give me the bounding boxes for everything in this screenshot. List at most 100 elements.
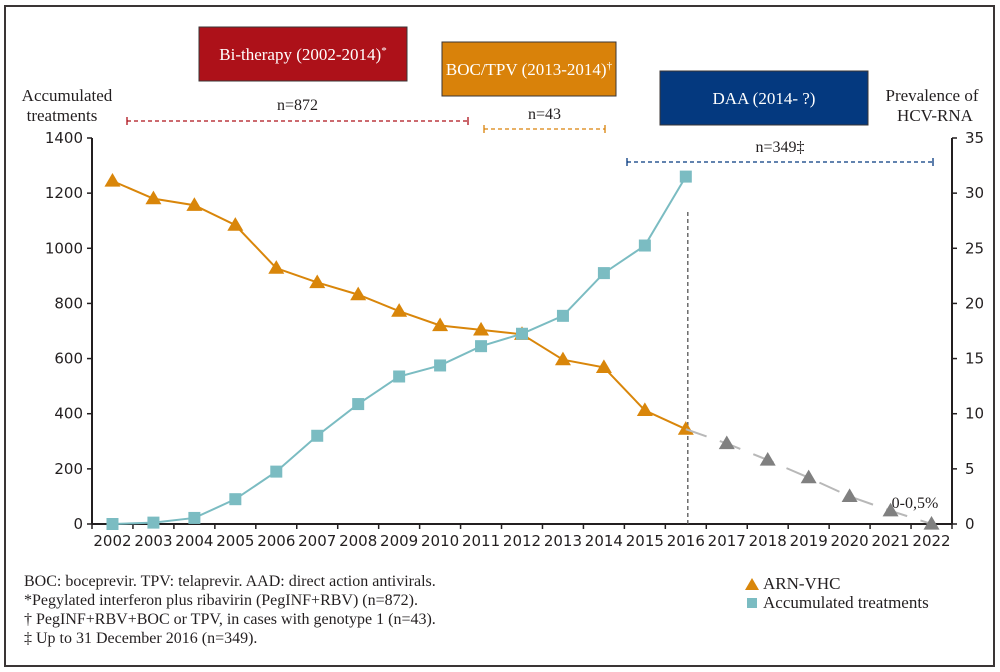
legend-label: Accumulated treatments: [763, 593, 929, 612]
x-axis-tick-label: 2008: [339, 532, 377, 550]
arn-vhc-point: [186, 197, 203, 211]
phase-box: [659, 70, 869, 126]
right-axis-tick-label: 20: [965, 294, 984, 312]
arn-vhc-point: [677, 421, 694, 435]
footnote-daa: ‡ Up to 31 December 2016 (n=349).: [24, 630, 258, 647]
x-axis-tick-label: 2006: [257, 532, 295, 550]
phase-n-label: n=872: [277, 97, 318, 114]
right-axis-tick-label: 10: [965, 405, 984, 423]
right-axis-tick-label: 15: [965, 350, 984, 368]
arn-vhc-point: [145, 190, 162, 205]
x-axis-tick-label: 2013: [544, 532, 582, 550]
left-axis-tick-label: 1000: [45, 239, 83, 257]
accumulated-point: [638, 239, 651, 252]
arn-vhc-point: [554, 351, 571, 366]
projected-point: [800, 469, 817, 484]
accumulated-point: [393, 370, 406, 383]
x-axis-tick-label: 2012: [503, 532, 541, 550]
accumulated-point: [679, 170, 692, 183]
arn-vhc-point: [227, 217, 244, 231]
x-axis-tick-label: 2016: [667, 532, 705, 550]
right-axis-tick-label: 35: [965, 129, 984, 147]
x-axis-tick-label: 2009: [380, 532, 418, 550]
x-axis-tick-label: 2007: [298, 532, 336, 550]
legend-item-arn-vhc: ARN-VHC: [745, 574, 929, 593]
accumulated-point: [106, 518, 119, 530]
arn-vhc-point: [391, 303, 408, 317]
x-axis-tick-label: 2004: [175, 532, 213, 550]
square-marker-icon: [747, 597, 757, 608]
accumulated-point: [188, 511, 201, 524]
x-axis-tick-label: 2002: [93, 532, 131, 550]
arn-vhc-point: [432, 317, 449, 332]
right-axis-title-line1: Prevalence of: [886, 86, 979, 105]
left-axis-tick-label: 800: [54, 294, 83, 312]
right-axis-tick-label: 30: [965, 184, 984, 202]
left-axis-tick-label: 0: [73, 515, 83, 533]
x-axis-tick-label: 2014: [585, 532, 623, 550]
arn-vhc-point: [104, 173, 121, 187]
accumulated-point: [311, 429, 324, 442]
left-axis-tick-label: 1400: [45, 129, 83, 147]
projected-point: [718, 435, 735, 450]
arn-vhc-point: [595, 359, 612, 373]
left-axis-title-line1: Accumulated: [22, 86, 113, 105]
x-axis-tick-label: 2015: [626, 532, 664, 550]
x-axis-tick-label: 2021: [871, 532, 909, 550]
arn-vhc-point: [350, 286, 367, 301]
right-axis-tick-label: 0: [965, 515, 975, 533]
legend-item-accumulated: Accumulated treatments: [745, 593, 929, 612]
footnote-bitherapy: *Pegylated interferon plus ribavirin (Pe…: [24, 592, 418, 609]
projected-point: [882, 502, 899, 517]
left-axis-tick-label: 600: [54, 350, 83, 368]
x-axis-tick-label: 2017: [708, 532, 746, 550]
phase-box: [441, 41, 617, 97]
right-axis-tick-label: 5: [965, 460, 975, 478]
projected-point: [841, 488, 858, 503]
x-axis-tick-label: 2005: [216, 532, 254, 550]
accumulated-point: [597, 267, 610, 280]
accumulated-point: [270, 465, 283, 478]
x-axis-tick-label: 2019: [790, 532, 828, 550]
x-axis-tick-label: 2010: [421, 532, 459, 550]
x-axis-tick-label: 2022: [912, 532, 950, 550]
accumulated-line: [112, 176, 687, 525]
arn-vhc-point: [268, 260, 285, 274]
accumulated-point: [229, 493, 242, 506]
footnote-boc-tpv: † PegINF+RBV+BOC or TPV, in cases with g…: [24, 611, 436, 628]
left-axis-tick-label: 1200: [45, 184, 83, 202]
left-axis-tick-label: 200: [54, 460, 83, 478]
end-value-annotation: 0-0,5%: [892, 495, 939, 512]
left-axis-title-line2: treatments: [27, 106, 98, 125]
right-axis-title-line2: HCV-RNA: [897, 106, 974, 125]
triangle-marker-icon: [745, 577, 759, 590]
x-axis-tick-label: 2011: [462, 532, 500, 550]
x-axis-tick-label: 2018: [749, 532, 787, 550]
left-axis-tick-label: 400: [54, 405, 83, 423]
projected-point: [759, 452, 776, 466]
phase-box-label: BOC/TPV (2013-2014)†: [446, 60, 613, 79]
accumulated-point: [434, 359, 447, 372]
accumulated-point: [475, 340, 488, 353]
legend: ARN-VHC Accumulated treatments: [745, 574, 929, 612]
accumulated-point: [352, 398, 365, 411]
footnote-abbreviations: BOC: boceprevir. TPV: telaprevir. AAD: d…: [24, 573, 436, 590]
phase-box-label: DAA (2014- ?): [713, 89, 816, 108]
arn-vhc-point: [309, 274, 326, 289]
legend-label: ARN-VHC: [763, 574, 841, 593]
arn-vhc-point: [636, 402, 653, 417]
x-axis-tick-label: 2020: [831, 532, 869, 550]
phase-box-label: Bi-therapy (2002-2014)*: [219, 45, 386, 64]
right-axis-tick-label: 25: [965, 239, 984, 257]
phase-n-label: n=43: [528, 106, 561, 123]
accumulated-point: [556, 309, 569, 322]
accumulated-point: [516, 327, 528, 340]
figure-frame: [4, 5, 995, 667]
projected-point: [923, 516, 940, 530]
phase-box: [198, 26, 408, 82]
phase-n-label: n=349‡: [755, 139, 804, 156]
x-axis-tick-label: 2003: [134, 532, 172, 550]
arn-vhc-point: [473, 321, 490, 336]
accumulated-point: [147, 516, 160, 529]
